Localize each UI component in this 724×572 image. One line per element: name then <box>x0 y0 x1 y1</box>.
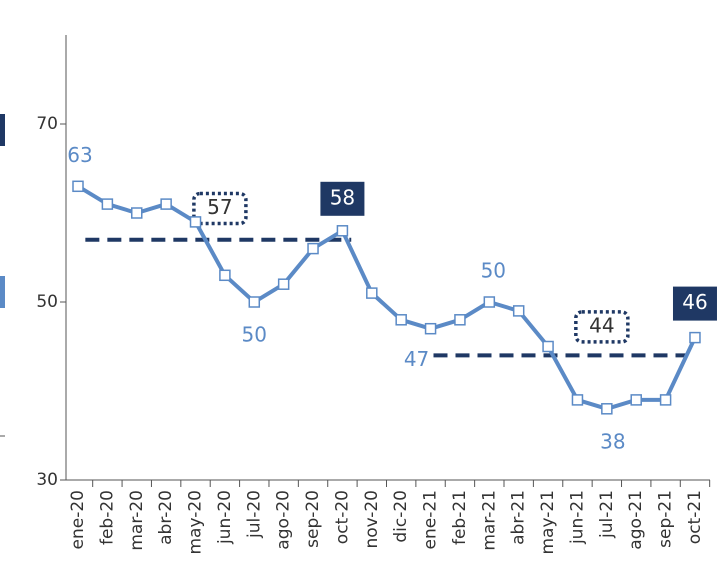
data-label: 47 <box>404 347 429 371</box>
y-tick-label: 30 <box>36 470 58 490</box>
marker <box>659 394 672 406</box>
data-label: 63 <box>67 143 92 167</box>
marker <box>395 314 407 326</box>
x-tick-label: abr-20 <box>156 490 176 545</box>
marker <box>630 394 642 406</box>
reference-label: 44 <box>589 313 614 337</box>
marker <box>307 242 319 255</box>
y-tick-label: 50 <box>36 292 58 312</box>
marker <box>101 198 114 210</box>
x-tick-label: jul-21 <box>597 490 617 539</box>
series-line <box>76 184 697 411</box>
marker <box>160 198 172 210</box>
marker <box>277 278 290 290</box>
marker <box>424 322 437 335</box>
marker <box>189 216 202 228</box>
x-tick-label: jul-20 <box>244 490 264 539</box>
data-label: 46 <box>682 290 707 314</box>
x-tick-label: feb-21 <box>450 490 470 545</box>
x-tick-label: nov-20 <box>362 490 382 549</box>
marker <box>601 403 613 415</box>
legend-fragment <box>0 114 5 146</box>
x-tick-label: oct-20 <box>332 490 352 544</box>
data-label: 50 <box>481 259 506 283</box>
x-tick-label: ene-21 <box>421 490 441 549</box>
x-tick-label: sep-21 <box>656 490 676 548</box>
marker <box>219 269 231 282</box>
reference-label: 57 <box>207 195 232 219</box>
data-label: 50 <box>242 323 267 347</box>
x-tick-label: oct-21 <box>685 490 705 544</box>
x-tick-label: ago-20 <box>274 490 294 550</box>
marker <box>336 225 349 237</box>
marker <box>131 207 143 219</box>
marker <box>512 305 525 317</box>
marker <box>366 287 378 299</box>
marker <box>248 296 261 308</box>
x-tick-label: jun-21 <box>567 490 587 545</box>
x-tick-label: mar-21 <box>479 490 499 551</box>
x-tick-label: sep-20 <box>303 490 323 548</box>
marker <box>542 340 554 353</box>
data-label-box <box>672 286 717 321</box>
marker <box>483 296 496 308</box>
data-label-box <box>320 181 365 216</box>
x-tick-label: may-21 <box>538 490 558 555</box>
marker <box>72 180 84 193</box>
x-tick-label: abr-21 <box>509 490 529 545</box>
x-tick-label: mar-20 <box>127 490 147 551</box>
data-label: 38 <box>600 429 625 453</box>
x-tick-label: ago-21 <box>626 490 646 550</box>
legend-fragment <box>0 276 5 308</box>
y-tick-label: 70 <box>36 114 58 134</box>
x-tick-label: dic-20 <box>391 490 411 543</box>
data-label: 58 <box>330 185 355 209</box>
marker <box>454 314 466 326</box>
x-tick-label: feb-20 <box>97 490 117 545</box>
marker <box>571 394 584 406</box>
reference-label-box <box>574 310 630 344</box>
x-tick-label: jun-20 <box>215 490 235 545</box>
reference-label-box <box>192 191 248 226</box>
x-tick-label: may-20 <box>186 490 206 555</box>
marker <box>689 331 701 344</box>
x-tick-label: ene-20 <box>68 490 88 549</box>
